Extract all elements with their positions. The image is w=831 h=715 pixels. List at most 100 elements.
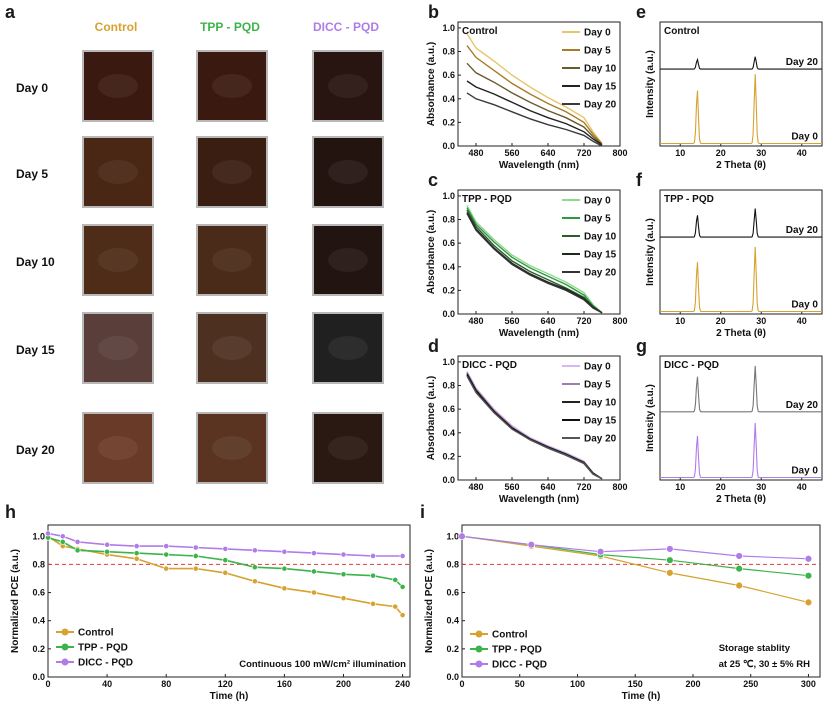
x-tick-label: 160 bbox=[277, 679, 292, 689]
panel-label-i: i bbox=[420, 502, 425, 522]
sample-photo bbox=[198, 138, 266, 206]
data-point bbox=[104, 541, 111, 548]
sample-photo bbox=[84, 138, 152, 206]
data-point bbox=[163, 565, 170, 572]
x-axis-label: Wavelength (nm) bbox=[499, 328, 579, 339]
x-tick-label: 560 bbox=[504, 148, 519, 158]
trace-label: Day 20 bbox=[786, 400, 819, 411]
data-point bbox=[133, 550, 140, 557]
legend-entry: Day 5 bbox=[584, 214, 611, 225]
x-tick-label: 100 bbox=[570, 679, 585, 689]
series-line bbox=[466, 80, 603, 146]
x-tick-label: 480 bbox=[468, 482, 483, 492]
data-point bbox=[340, 595, 347, 602]
sample-photo bbox=[84, 414, 152, 482]
x-tick-label: 720 bbox=[576, 148, 591, 158]
legend-entry: Day 20 bbox=[584, 268, 617, 279]
panel-label-b: b bbox=[428, 2, 439, 22]
series-line bbox=[466, 62, 603, 146]
legend-entry: DICC - PQD bbox=[492, 660, 547, 671]
data-point bbox=[133, 543, 140, 550]
data-point bbox=[311, 550, 317, 557]
photo-row-label-day20: Day 20 bbox=[16, 443, 55, 457]
y-axis-label: Normalized PCE (a.u.) bbox=[424, 549, 435, 653]
x-tick-label: 40 bbox=[797, 482, 807, 492]
y-tick-label: 0.6 bbox=[442, 404, 455, 414]
plot-frame bbox=[659, 21, 823, 147]
y-axis-label: Absorbance (a.u.) bbox=[426, 42, 437, 126]
plot-title: DICC - PQD bbox=[664, 360, 719, 371]
photo-row-label-day0: Day 0 bbox=[16, 81, 48, 95]
data-point bbox=[192, 544, 199, 551]
sample-photo bbox=[84, 52, 152, 120]
annotation: at 25 ℃, 30 ± 5% RH bbox=[719, 659, 811, 670]
photo-sheen bbox=[212, 436, 252, 460]
x-axis-label: 2 Theta (θ) bbox=[716, 494, 766, 505]
x-tick-label: 40 bbox=[797, 148, 807, 158]
legend-marker bbox=[475, 645, 483, 653]
trace-label: Day 0 bbox=[791, 132, 818, 143]
plot-frame bbox=[659, 355, 823, 481]
sample-photo bbox=[84, 226, 152, 294]
legend-entry: Day 5 bbox=[584, 380, 611, 391]
y-tick-label: 1.0 bbox=[446, 531, 459, 541]
photo-sheen bbox=[98, 74, 138, 98]
photo-sheen bbox=[328, 160, 368, 184]
sample-photo bbox=[198, 226, 266, 294]
x-tick-label: 800 bbox=[612, 316, 627, 326]
legend-entry: Day 15 bbox=[584, 250, 617, 261]
xrd-trace bbox=[660, 56, 822, 70]
y-axis-label: Intensity (a.u.) bbox=[645, 384, 656, 452]
data-point bbox=[45, 530, 51, 537]
annotation: Storage stablity bbox=[719, 643, 791, 654]
x-tick-label: 800 bbox=[612, 148, 627, 158]
photo-row-label-day10: Day 10 bbox=[16, 255, 55, 269]
data-point bbox=[59, 538, 66, 545]
legend-entry: Day 20 bbox=[584, 100, 617, 111]
sample-photo bbox=[314, 314, 382, 382]
sample-photo bbox=[314, 52, 382, 120]
plot-frame bbox=[457, 189, 621, 315]
data-point bbox=[527, 541, 535, 549]
sample-photo bbox=[198, 314, 266, 382]
data-point bbox=[192, 553, 199, 559]
data-point bbox=[163, 551, 170, 558]
panel-label-g: g bbox=[636, 336, 647, 356]
photo-sheen bbox=[98, 436, 138, 460]
photo-sheen bbox=[328, 248, 368, 272]
legend-marker bbox=[475, 630, 483, 638]
y-tick-label: 0.6 bbox=[442, 70, 455, 80]
x-tick-label: 720 bbox=[576, 316, 591, 326]
data-point bbox=[735, 564, 743, 573]
x-axis-label: Wavelength (nm) bbox=[499, 160, 579, 171]
trace-label: Day 0 bbox=[791, 466, 818, 477]
sample-photo bbox=[314, 138, 382, 206]
legend-entry: Day 10 bbox=[584, 232, 617, 243]
plot-frame bbox=[457, 355, 621, 481]
y-tick-label: 0.2 bbox=[442, 117, 455, 127]
x-tick-label: 640 bbox=[540, 148, 555, 158]
y-tick-label: 0.0 bbox=[32, 672, 45, 682]
series-line bbox=[461, 535, 809, 560]
x-axis-label: Wavelength (nm) bbox=[499, 494, 579, 505]
data-point bbox=[311, 568, 317, 575]
plot-title: Control bbox=[462, 26, 498, 37]
legend-marker bbox=[61, 658, 69, 666]
y-tick-label: 0.4 bbox=[446, 616, 459, 626]
x-tick-label: 10 bbox=[675, 316, 685, 326]
legend-entry: TPP - PQD bbox=[492, 645, 542, 656]
x-tick-label: 240 bbox=[395, 679, 410, 689]
data-point bbox=[370, 600, 376, 607]
y-axis-label: Normalized PCE (a.u.) bbox=[10, 549, 21, 653]
series-line bbox=[466, 92, 603, 147]
plot-title: Control bbox=[664, 26, 700, 37]
y-axis-label: Absorbance (a.u.) bbox=[426, 210, 437, 294]
panel-label-a: a bbox=[5, 2, 16, 22]
series-line bbox=[466, 375, 603, 480]
y-tick-label: 0.0 bbox=[442, 309, 455, 319]
data-point bbox=[192, 565, 199, 572]
legend-entry: Day 15 bbox=[584, 82, 617, 93]
x-tick-label: 200 bbox=[685, 679, 700, 689]
data-point bbox=[222, 546, 229, 552]
plot-frame bbox=[47, 524, 411, 678]
